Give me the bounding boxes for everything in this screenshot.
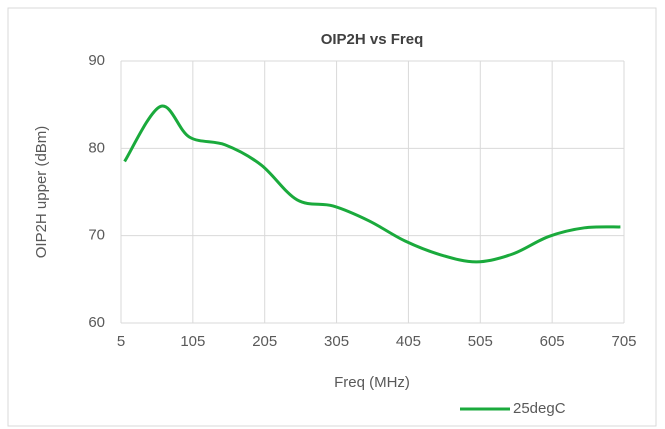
x-tick-label: 605: [540, 333, 565, 350]
chart-frame: [7, 7, 657, 427]
y-tick-label: 80: [88, 139, 105, 156]
x-tick-label: 105: [180, 333, 205, 350]
y-axis-label: OIP2H upper (dBm): [33, 126, 50, 259]
x-tick-label: 705: [611, 333, 636, 350]
chart-title: OIP2H vs Freq: [321, 31, 424, 48]
y-tick-label: 60: [88, 314, 105, 331]
line: [123, 104, 621, 264]
x-tick-label: 405: [396, 333, 421, 350]
y-tick-label: 70: [88, 227, 105, 244]
x-tick-label: 305: [324, 333, 349, 350]
x-tick-label: 5: [117, 333, 125, 350]
x-axis-label: Freq (MHz): [334, 374, 410, 391]
x-tick-label: 205: [252, 333, 277, 350]
x-tick-label: 505: [468, 333, 493, 350]
legend-label: 25degC: [513, 400, 566, 417]
y-tick-label: 90: [88, 52, 105, 69]
